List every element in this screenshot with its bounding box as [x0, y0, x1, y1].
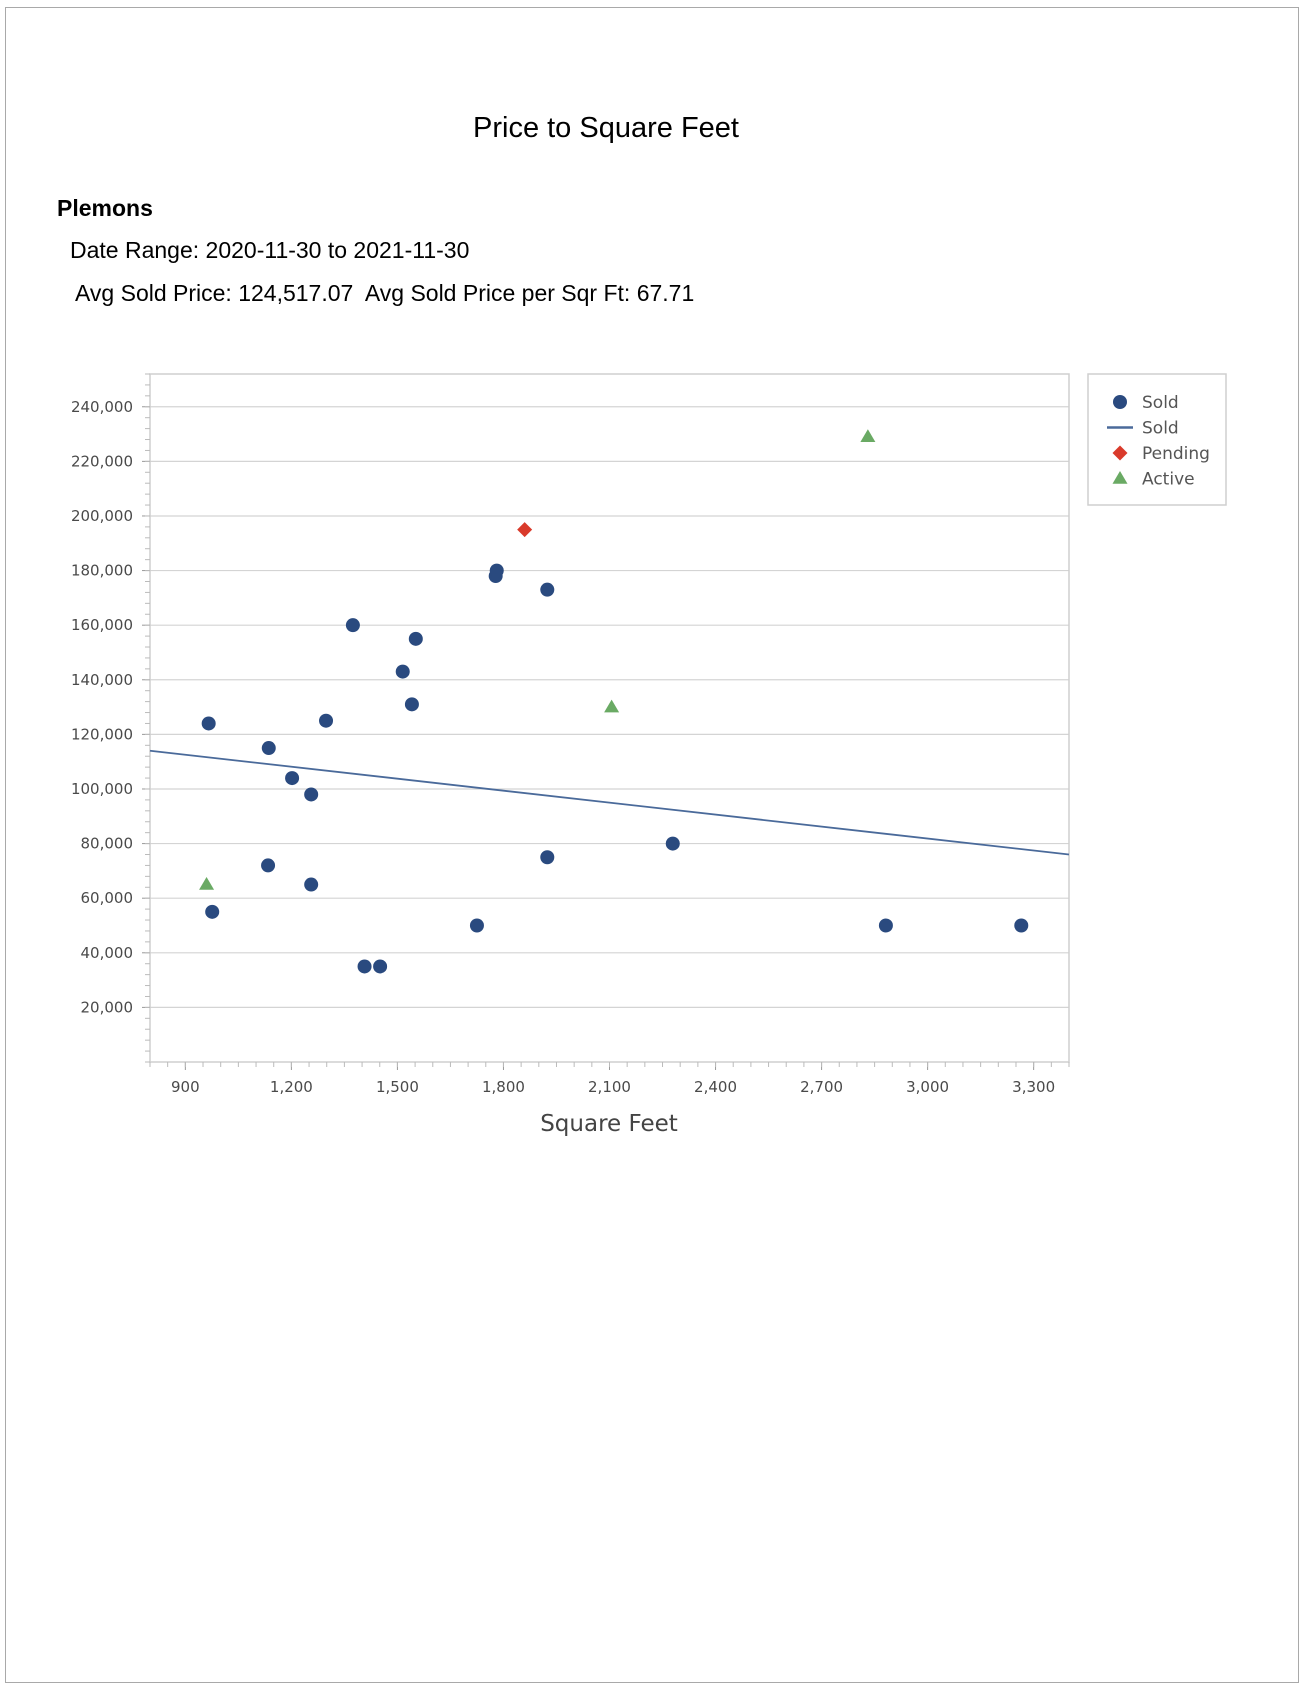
sold-point [540, 582, 555, 597]
sold-trend-line [149, 749, 1070, 856]
x-tick-label: 3,000 [906, 1078, 949, 1096]
y-tick-label: 120,000 [71, 725, 133, 743]
sold-point [345, 618, 360, 633]
averages-text: Avg Sold Price: 124,517.07 Avg Sold Pric… [75, 280, 695, 306]
x-tick-label: 1,500 [376, 1078, 419, 1096]
sold-point [261, 741, 276, 756]
legend-active-triangle-icon [1112, 471, 1128, 484]
legend: Sold Sold Pending Active [1087, 373, 1227, 506]
sold-point [304, 877, 319, 892]
grid-lines [150, 406, 1069, 1008]
report-title: Price to Square Feet [473, 112, 739, 144]
active-point [199, 877, 215, 890]
location-name: Plemons [57, 195, 153, 221]
x-tick-label: 2,700 [800, 1078, 843, 1096]
sold-point [540, 850, 555, 865]
sold-point [408, 631, 423, 646]
active-point [860, 429, 876, 443]
legend-pending-diamond-icon [1112, 445, 1128, 461]
y-tick-label: 40,000 [81, 944, 134, 962]
report-page [5, 7, 1299, 1683]
y-tick-label: 20,000 [81, 998, 134, 1016]
legend-label: Sold [1142, 419, 1179, 439]
sold-point [285, 771, 300, 786]
sold-point [261, 858, 276, 873]
y-tick-label: 240,000 [71, 398, 133, 416]
sold-point [665, 836, 680, 851]
sold-point [878, 918, 893, 933]
y-tick-label: 200,000 [71, 507, 133, 525]
legend-label: Active [1142, 470, 1195, 490]
x-tick-label: 1,800 [482, 1078, 525, 1096]
x-tick-label: 2,400 [694, 1078, 737, 1096]
legend-label: Sold [1142, 393, 1179, 413]
legend-label: Pending [1142, 444, 1210, 464]
active-point [604, 699, 620, 713]
y-tick-label: 140,000 [71, 671, 133, 689]
date-range-text: Date Range: 2020-11-30 to 2021-11-30 [70, 237, 470, 263]
x-tick-label: 900 [171, 1078, 200, 1096]
sold-point [205, 904, 220, 919]
x-tick-label: 1,200 [270, 1078, 313, 1096]
y-tick-label: 220,000 [71, 452, 133, 470]
legend-sold-circle-icon [1113, 395, 1127, 409]
pending-point [517, 522, 533, 538]
x-tick-label: 3,300 [1012, 1078, 1055, 1096]
x-tick-label: 2,100 [588, 1078, 631, 1096]
x-axis-label: Square Feet [540, 1111, 678, 1137]
y-tick-label: 60,000 [81, 889, 134, 907]
legend-box [1087, 373, 1227, 506]
sold-point [357, 959, 372, 974]
y-tick-label: 180,000 [71, 562, 133, 580]
y-tick-label: 160,000 [71, 616, 133, 634]
y-tick-label: 100,000 [71, 780, 133, 798]
sold-point [304, 787, 319, 802]
sold-point [395, 664, 410, 679]
axes: 20,000 40,000 60,000 80,000 100,000 120,000 14… [71, 373, 1070, 1096]
sold-point [404, 697, 419, 712]
data-series [149, 429, 1070, 974]
y-tick-label: 80,000 [81, 835, 134, 853]
sold-point [201, 716, 216, 731]
sold-point [319, 713, 334, 728]
plot-area-border [149, 373, 1070, 1063]
sold-point [1014, 918, 1029, 933]
sold-point [469, 918, 484, 933]
sold-point [489, 563, 504, 578]
sold-point [373, 959, 388, 974]
